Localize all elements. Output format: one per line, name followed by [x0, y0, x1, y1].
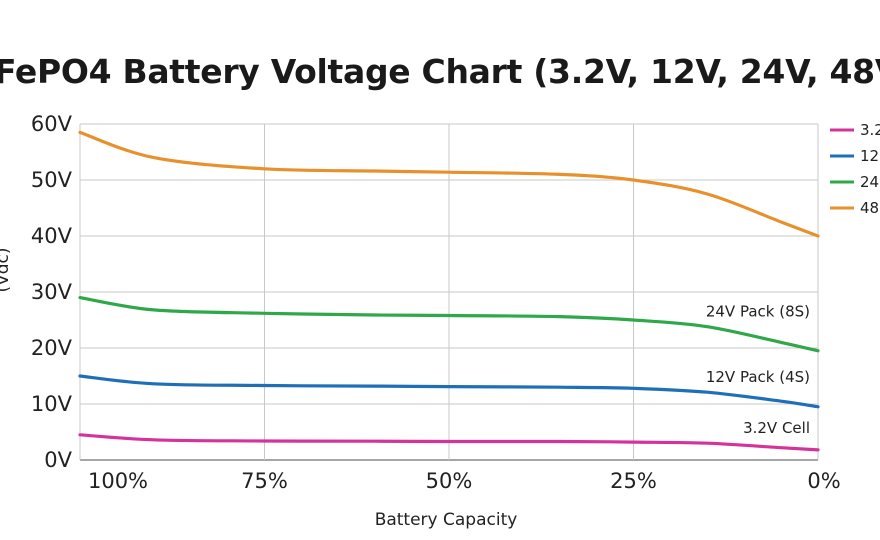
x-tick-label: 75%	[241, 469, 288, 493]
y-tick-label: 40V	[31, 224, 73, 248]
x-tick-label: 100%	[88, 469, 148, 493]
x-tick-label: 25%	[610, 469, 657, 493]
x-tick-labels: 100% 75% 50% 25% 0%	[88, 469, 841, 493]
y-tick-label: 10V	[31, 392, 73, 416]
series-line-24	[78, 296, 820, 353]
x-axis-label: Battery Capacity	[375, 510, 518, 530]
y-tick-label: 50V	[31, 168, 73, 192]
series-annotation: 12V Pack (4S)	[706, 368, 810, 386]
y-axis-label: (Vdc)	[0, 247, 13, 292]
y-tick-label: 60V	[31, 112, 73, 136]
series-line-48	[78, 130, 820, 238]
grid	[79, 123, 819, 461]
y-tick-label: 20V	[31, 336, 73, 360]
chart-title: FePO4 Battery Voltage Chart (3.2V, 12V, …	[0, 52, 880, 91]
series-line-3.2	[78, 433, 820, 452]
y-tick-label: 0V	[44, 448, 72, 472]
x-tick-label: 0%	[807, 469, 840, 493]
y-tick-label: 30V	[31, 280, 73, 304]
series-lines	[78, 130, 820, 452]
legend-label: 12	[860, 147, 879, 165]
series-annotation: 24V Pack (8S)	[706, 303, 810, 321]
x-tick-label: 50%	[426, 469, 473, 493]
legend: 3.2 12 24 48	[830, 121, 880, 217]
legend-label: 48	[860, 199, 879, 217]
series-line-12	[78, 374, 820, 409]
legend-label: 3.2	[860, 121, 880, 139]
series-annotation: 3.2V Cell	[743, 419, 810, 437]
legend-label: 24	[860, 173, 879, 191]
y-tick-labels: 0V 10V 20V 30V 40V 50V 60V	[31, 112, 73, 472]
series-annotations: 3.2V Cell 12V Pack (4S) 24V Pack (8S)	[706, 303, 810, 437]
